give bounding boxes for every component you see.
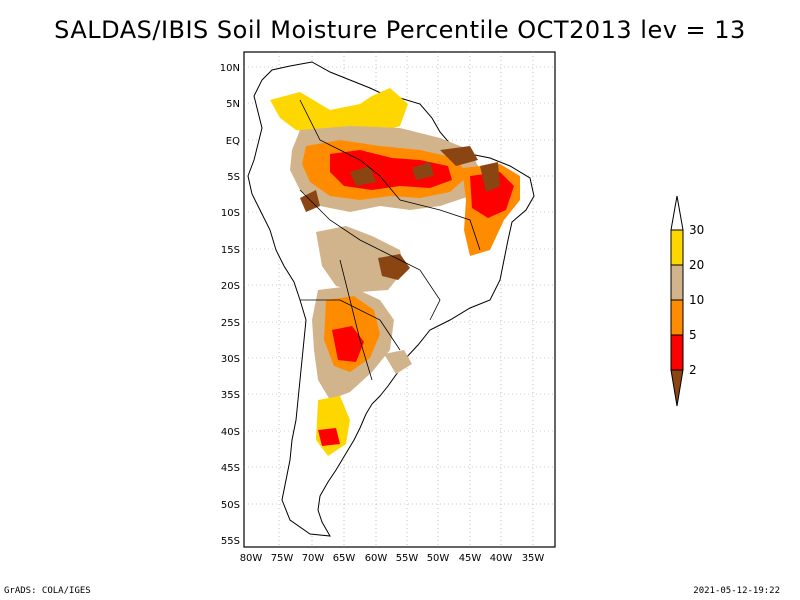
- lon-label: 80W: [240, 553, 263, 564]
- region-20-30-north: [270, 88, 408, 134]
- country-borders: [299, 99, 481, 381]
- colorbar-label: 5: [689, 328, 697, 342]
- latitude-labels: 10N 5N EQ 5S 10S 15S 20S 25S 30S 35S 40S…: [220, 63, 240, 547]
- chart-title: SALDAS/IBIS Soil Moisture Percentile OCT…: [54, 16, 746, 44]
- colorbar-label: 10: [689, 293, 704, 307]
- lon-label: 45W: [459, 553, 482, 564]
- colorbar-swatch-5-10: [670, 299, 684, 336]
- region-2-5-south: [332, 326, 364, 362]
- footer-timestamp: 2021-05-12-19:22: [693, 586, 780, 596]
- region-lt2-amazon: [300, 146, 478, 212]
- colorbar-swatch-2-5: [670, 334, 684, 371]
- lat-label: 35S: [221, 390, 240, 401]
- colorbar-bottom-triangle: [670, 369, 684, 407]
- lon-label: 70W: [302, 553, 325, 564]
- lon-label: 75W: [271, 553, 294, 564]
- footer-credit: GrADS: COLA/IGES: [4, 586, 91, 596]
- lat-label: 25S: [221, 318, 240, 329]
- lon-label: 60W: [365, 553, 388, 564]
- lat-label: 50S: [221, 500, 240, 511]
- colorbar-top-triangle: [670, 195, 684, 231]
- colorbar-swatch-20-30: [670, 229, 684, 266]
- colorbar-swatch-10-20: [670, 264, 684, 301]
- lon-label: 55W: [396, 553, 419, 564]
- lat-label: 5N: [226, 99, 240, 110]
- percentile-regions: [270, 88, 520, 456]
- lat-label: 20S: [221, 281, 240, 292]
- colorbar-label: 20: [689, 258, 704, 272]
- longitude-labels: 80W 75W 70W 65W 60W 55W 50W 45W 40W 35W: [240, 553, 545, 564]
- lon-label: 40W: [490, 553, 513, 564]
- lon-label: 35W: [522, 553, 545, 564]
- colorbar-label: 2: [689, 363, 697, 377]
- lat-label: 55S: [221, 536, 240, 547]
- lat-label: 30S: [221, 354, 240, 365]
- region-2-5-patagonia: [318, 428, 340, 446]
- region-2-5-northeast: [470, 172, 514, 218]
- colorbar-label: 30: [689, 223, 704, 237]
- lon-label: 50W: [427, 553, 450, 564]
- lat-label: 10N: [220, 63, 240, 74]
- colorbar: 30 20 10 5 2: [670, 195, 704, 407]
- lat-label: 45S: [221, 463, 240, 474]
- region-20-30-uruguay: [384, 350, 412, 374]
- lat-label: 5S: [227, 172, 240, 183]
- lon-label: 65W: [333, 553, 356, 564]
- lat-label: 10S: [221, 208, 240, 219]
- lat-label: 15S: [221, 245, 240, 256]
- region-lt2-northeast: [480, 162, 500, 192]
- lat-label: 40S: [221, 427, 240, 438]
- lat-label: EQ: [226, 136, 240, 147]
- region-lt2-pantanal: [378, 254, 410, 280]
